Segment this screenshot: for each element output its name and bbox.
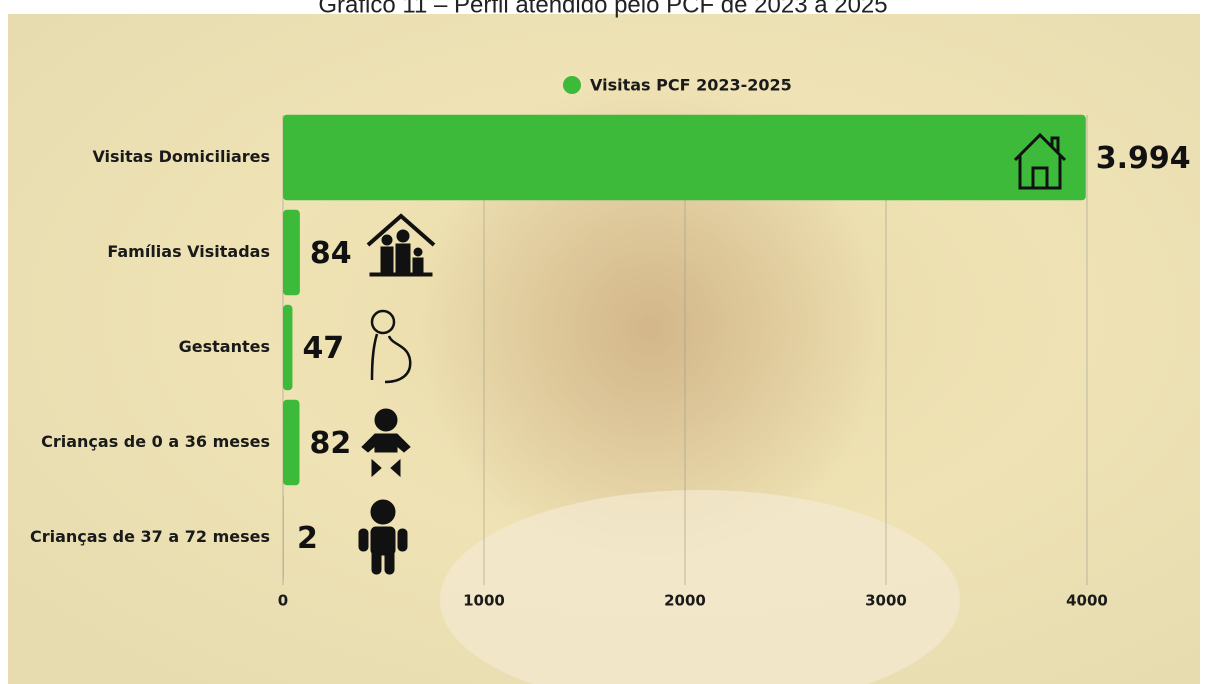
chart-title: Gráfico 11 – Perfil atendido pelo PCF de…	[318, 0, 887, 18]
photo-shirt	[440, 490, 960, 684]
y-tick-label: Crianças de 0 a 36 meses	[41, 432, 270, 451]
x-tick-label: 4000	[1066, 592, 1108, 610]
x-tick-label: 2000	[664, 592, 706, 610]
y-tick-label: Gestantes	[179, 337, 270, 356]
value-label: 84	[310, 236, 352, 271]
bar	[283, 399, 300, 486]
bar	[283, 209, 300, 296]
legend-swatch	[563, 76, 581, 94]
icons	[358, 132, 1067, 575]
family-icon	[366, 213, 436, 277]
value-label: 2	[297, 521, 318, 556]
x-tick-label: 1000	[463, 592, 505, 610]
value-label: 3.994	[1096, 141, 1191, 176]
bar	[283, 114, 1086, 201]
legend-label: Visitas PCF 2023-2025	[590, 76, 792, 95]
child-icon	[358, 499, 408, 575]
y-tick-label: Visitas Domiciliares	[92, 147, 270, 166]
x-tick-label: 3000	[865, 592, 907, 610]
pregnant-icon	[370, 309, 412, 384]
x-tick-label: 0	[278, 592, 288, 610]
y-tick-label: Famílias Visitadas	[107, 242, 270, 261]
value-label: 47	[302, 331, 344, 366]
value-label: 82	[309, 426, 351, 461]
bar	[283, 304, 293, 391]
y-tick-label: Crianças de 37 a 72 meses	[30, 527, 270, 546]
baby-icon	[361, 408, 411, 478]
house-icon	[1013, 132, 1067, 190]
photo-face	[420, 80, 880, 580]
